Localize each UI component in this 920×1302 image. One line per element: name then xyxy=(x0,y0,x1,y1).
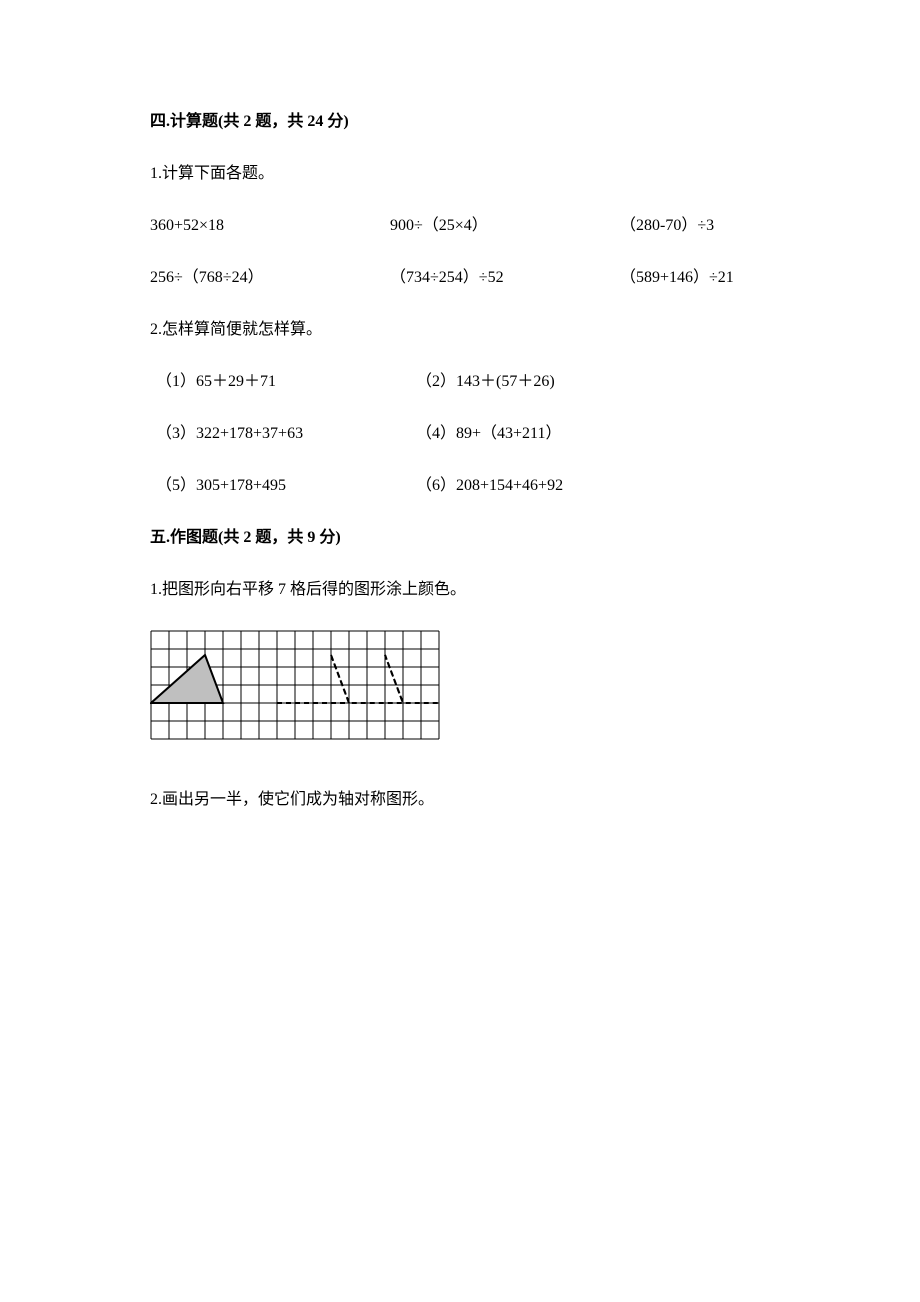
expr: （1）65＋29＋71 xyxy=(156,370,416,394)
s4-q2-label: 2.怎样算简便就怎样算。 xyxy=(150,318,770,342)
expr: （3）322+178+37+63 xyxy=(156,422,416,446)
expr: （6）208+154+46+92 xyxy=(416,474,770,498)
s4-q1-row1: 360+52×18 900÷（25×4） （280-70）÷3 xyxy=(150,214,770,238)
section-5-heading: 五.作图题(共 2 题，共 9 分) xyxy=(150,526,770,550)
section-4-heading: 四.计算题(共 2 题，共 24 分) xyxy=(150,110,770,134)
s4-q2-pair: （5）305+178+495 （6）208+154+46+92 xyxy=(150,474,770,498)
grid-figure xyxy=(150,630,770,748)
expr: （280-70）÷3 xyxy=(620,214,770,238)
expr: （589+146）÷21 xyxy=(620,266,770,290)
expr: （2）143＋(57＋26) xyxy=(416,370,770,394)
expr: （5）305+178+495 xyxy=(156,474,416,498)
s4-q1-row2: 256÷（768÷24） （734÷254）÷52 （589+146）÷21 xyxy=(150,266,770,290)
expr: 256÷（768÷24） xyxy=(150,266,390,290)
s5-q2-label: 2.画出另一半，使它们成为轴对称图形。 xyxy=(150,788,770,812)
s4-q1-label: 1.计算下面各题。 xyxy=(150,162,770,186)
expr: 360+52×18 xyxy=(150,214,390,238)
s5-q1-label: 1.把图形向右平移 7 格后得的图形涂上颜色。 xyxy=(150,578,770,602)
s4-q2-pair: （3）322+178+37+63 （4）89+（43+211） xyxy=(150,422,770,446)
s4-q2-pair: （1）65＋29＋71 （2）143＋(57＋26) xyxy=(150,370,770,394)
translation-grid-svg xyxy=(150,630,440,740)
expr: （4）89+（43+211） xyxy=(416,422,770,446)
expr: 900÷（25×4） xyxy=(390,214,620,238)
expr: （734÷254）÷52 xyxy=(390,266,620,290)
